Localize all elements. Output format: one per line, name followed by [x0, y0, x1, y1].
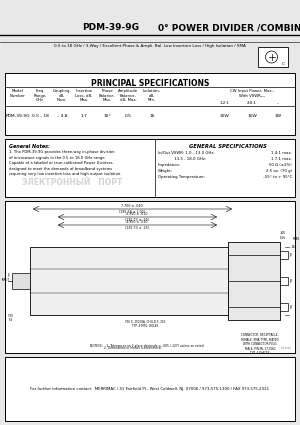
Text: 1.7:1 max.: 1.7:1 max.: [271, 157, 292, 161]
Text: .430: .430: [291, 245, 297, 249]
Text: NOTE(S):   1. Tolerances on 2-place decimals ± .005 (.127) unless so noted.: NOTE(S): 1. Tolerances on 2-place decima…: [90, 344, 205, 348]
Text: Amplitude
Balance,
dB, Max.: Amplitude Balance, dB, Max.: [118, 89, 138, 102]
Bar: [228, 242, 280, 320]
Text: 4.950 ± .010: 4.950 ± .010: [126, 212, 148, 216]
Text: 10°: 10°: [103, 114, 111, 118]
Text: Freq.
Range,
GHz: Freq. Range, GHz: [33, 89, 47, 102]
Text: Impedance:: Impedance:: [158, 163, 181, 167]
Text: TYP. 4 MTG. HOLES: TYP. 4 MTG. HOLES: [132, 324, 158, 328]
Text: Weight:: Weight:: [158, 169, 173, 173]
Circle shape: [266, 51, 278, 63]
Text: 1. The PDM-39-9G provides three-way in-phase division: 1. The PDM-39-9G provides three-way in-p…: [9, 150, 115, 154]
Bar: [280, 303, 288, 311]
Text: .400
.016: .400 .016: [280, 231, 286, 240]
Bar: [5, 139, 295, 197]
Text: C: C: [281, 62, 284, 66]
Text: CW Input Power, Max.,
With VSWR₀ᵤₜ: CW Input Power, Max., With VSWR₀ᵤₜ: [230, 89, 274, 98]
Text: For further information contact:  MERRIMAC / 41 Fairfield Pl., West Caldwell, NJ: For further information contact: MERRIMA…: [30, 387, 270, 391]
Text: 2.5 oz. (70 g): 2.5 oz. (70 g): [266, 169, 292, 173]
Text: Isolation,
dB,
Min.: Isolation, dB, Min.: [143, 89, 161, 102]
Text: 2. Dimensions in inches (centimeters).: 2. Dimensions in inches (centimeters).: [90, 346, 162, 350]
Text: 30W: 30W: [220, 114, 230, 118]
Bar: [280, 251, 288, 259]
Bar: [30, 247, 228, 315]
Text: 0° POWER DIVIDER /COMBINER: 0° POWER DIVIDER /COMBINER: [158, 23, 300, 32]
Text: Insertion
Loss, dB,
Max.: Insertion Loss, dB, Max.: [75, 89, 93, 102]
Text: CONNECTOR, RECEPTACLE,
FEMALE, SMA TYPE, MATED
WITH CONNECTOR PLUG,
MALE, P/N ML: CONNECTOR, RECEPTACLE, FEMALE, SMA TYPE,…: [241, 333, 279, 355]
Text: MAX. TYP.: MAX. TYP.: [293, 237, 300, 241]
Text: (195.58 ± 1.02): (195.58 ± 1.02): [119, 210, 145, 214]
Text: Capable of a labeled or true-calibrated Power Dividers,: Capable of a labeled or true-calibrated …: [9, 161, 114, 165]
Text: .750: .750: [8, 314, 14, 318]
Bar: [5, 357, 295, 421]
Text: J3: J3: [289, 279, 292, 283]
Text: 0.5 - 18: 0.5 - 18: [32, 114, 48, 118]
Text: Phase
Balance,
Max.: Phase Balance, Max.: [99, 89, 116, 102]
Text: 2:0:1: 2:0:1: [247, 101, 257, 105]
Text: 1.4:1 max.: 1.4:1 max.: [271, 151, 292, 155]
Bar: [5, 201, 295, 353]
Text: GENERAL SPECIFICATIONS: GENERAL SPECIFICATIONS: [189, 144, 267, 149]
Text: .750 X .250 DIA. CHELD X .250: .750 X .250 DIA. CHELD X .250: [124, 320, 166, 324]
Text: Model
Number: Model Number: [10, 89, 26, 98]
Text: ЭЛЕКТРОННЫЙ   ПОРТ: ЭЛЕКТРОННЫЙ ПОРТ: [22, 178, 122, 187]
Text: 1W: 1W: [274, 114, 282, 118]
Text: INPUT: INPUT: [2, 278, 10, 282]
Text: 50 Ω (±2%): 50 Ω (±2%): [269, 163, 292, 167]
Bar: [258, 47, 288, 67]
Bar: [12, 273, 30, 289]
Text: 10W: 10W: [247, 114, 257, 118]
Bar: [280, 277, 288, 285]
Text: 1.7: 1.7: [81, 114, 87, 118]
Text: General Notes:: General Notes:: [9, 144, 50, 149]
Text: .56: .56: [9, 318, 13, 322]
Text: J2: J2: [289, 253, 292, 257]
Text: PRINCIPAL SPECIFICATIONS: PRINCIPAL SPECIFICATIONS: [91, 79, 209, 88]
Text: Coupling,
dB,
Nom.: Coupling, dB, Nom.: [52, 89, 71, 102]
Text: J4: J4: [289, 305, 292, 309]
Text: 16: 16: [149, 114, 155, 118]
Text: – 4.8: – 4.8: [57, 114, 67, 118]
Text: designed to meet the demands of broadband systems: designed to meet the demands of broadban…: [9, 167, 112, 170]
Text: –: –: [277, 101, 279, 105]
Text: ref.xxxx: ref.xxxx: [281, 346, 292, 350]
Bar: [5, 73, 295, 135]
Text: J1: J1: [7, 273, 10, 277]
Text: PDM-39-9G: PDM-39-9G: [82, 23, 139, 32]
Text: 13.5 - 18.0 GHz:: 13.5 - 18.0 GHz:: [158, 157, 206, 161]
Text: requiring very low insertion loss and high output isolation.: requiring very low insertion loss and hi…: [9, 172, 122, 176]
Text: 7.700 ± .040: 7.700 ± .040: [121, 204, 143, 208]
Text: PDM-39-9G: PDM-39-9G: [6, 114, 30, 118]
Text: (125.73 ± .25): (125.73 ± .25): [125, 226, 149, 230]
Text: of microwave signals in the 0.5 to 18.0 GHz range.: of microwave signals in the 0.5 to 18.0 …: [9, 156, 106, 159]
Text: 0.5: 0.5: [124, 114, 131, 118]
Text: –55° to + 95°C: –55° to + 95°C: [262, 175, 292, 179]
Text: 1:2:1: 1:2:1: [220, 101, 230, 105]
Text: 4.950 ± .010: 4.950 ± .010: [126, 220, 148, 224]
Text: In/Out VSWR: 1.0 - 13.0 GHz:: In/Out VSWR: 1.0 - 13.0 GHz:: [158, 151, 214, 155]
Text: Operating Temperature:: Operating Temperature:: [158, 175, 205, 179]
Text: (125.73 ± .25): (125.73 ± .25): [125, 218, 149, 222]
Text: 0.5 to 18 GHz / 3-Way / Excellent Phase & Ampli. Bal. Low Insertion Loss / High : 0.5 to 18 GHz / 3-Way / Excellent Phase …: [54, 44, 246, 48]
